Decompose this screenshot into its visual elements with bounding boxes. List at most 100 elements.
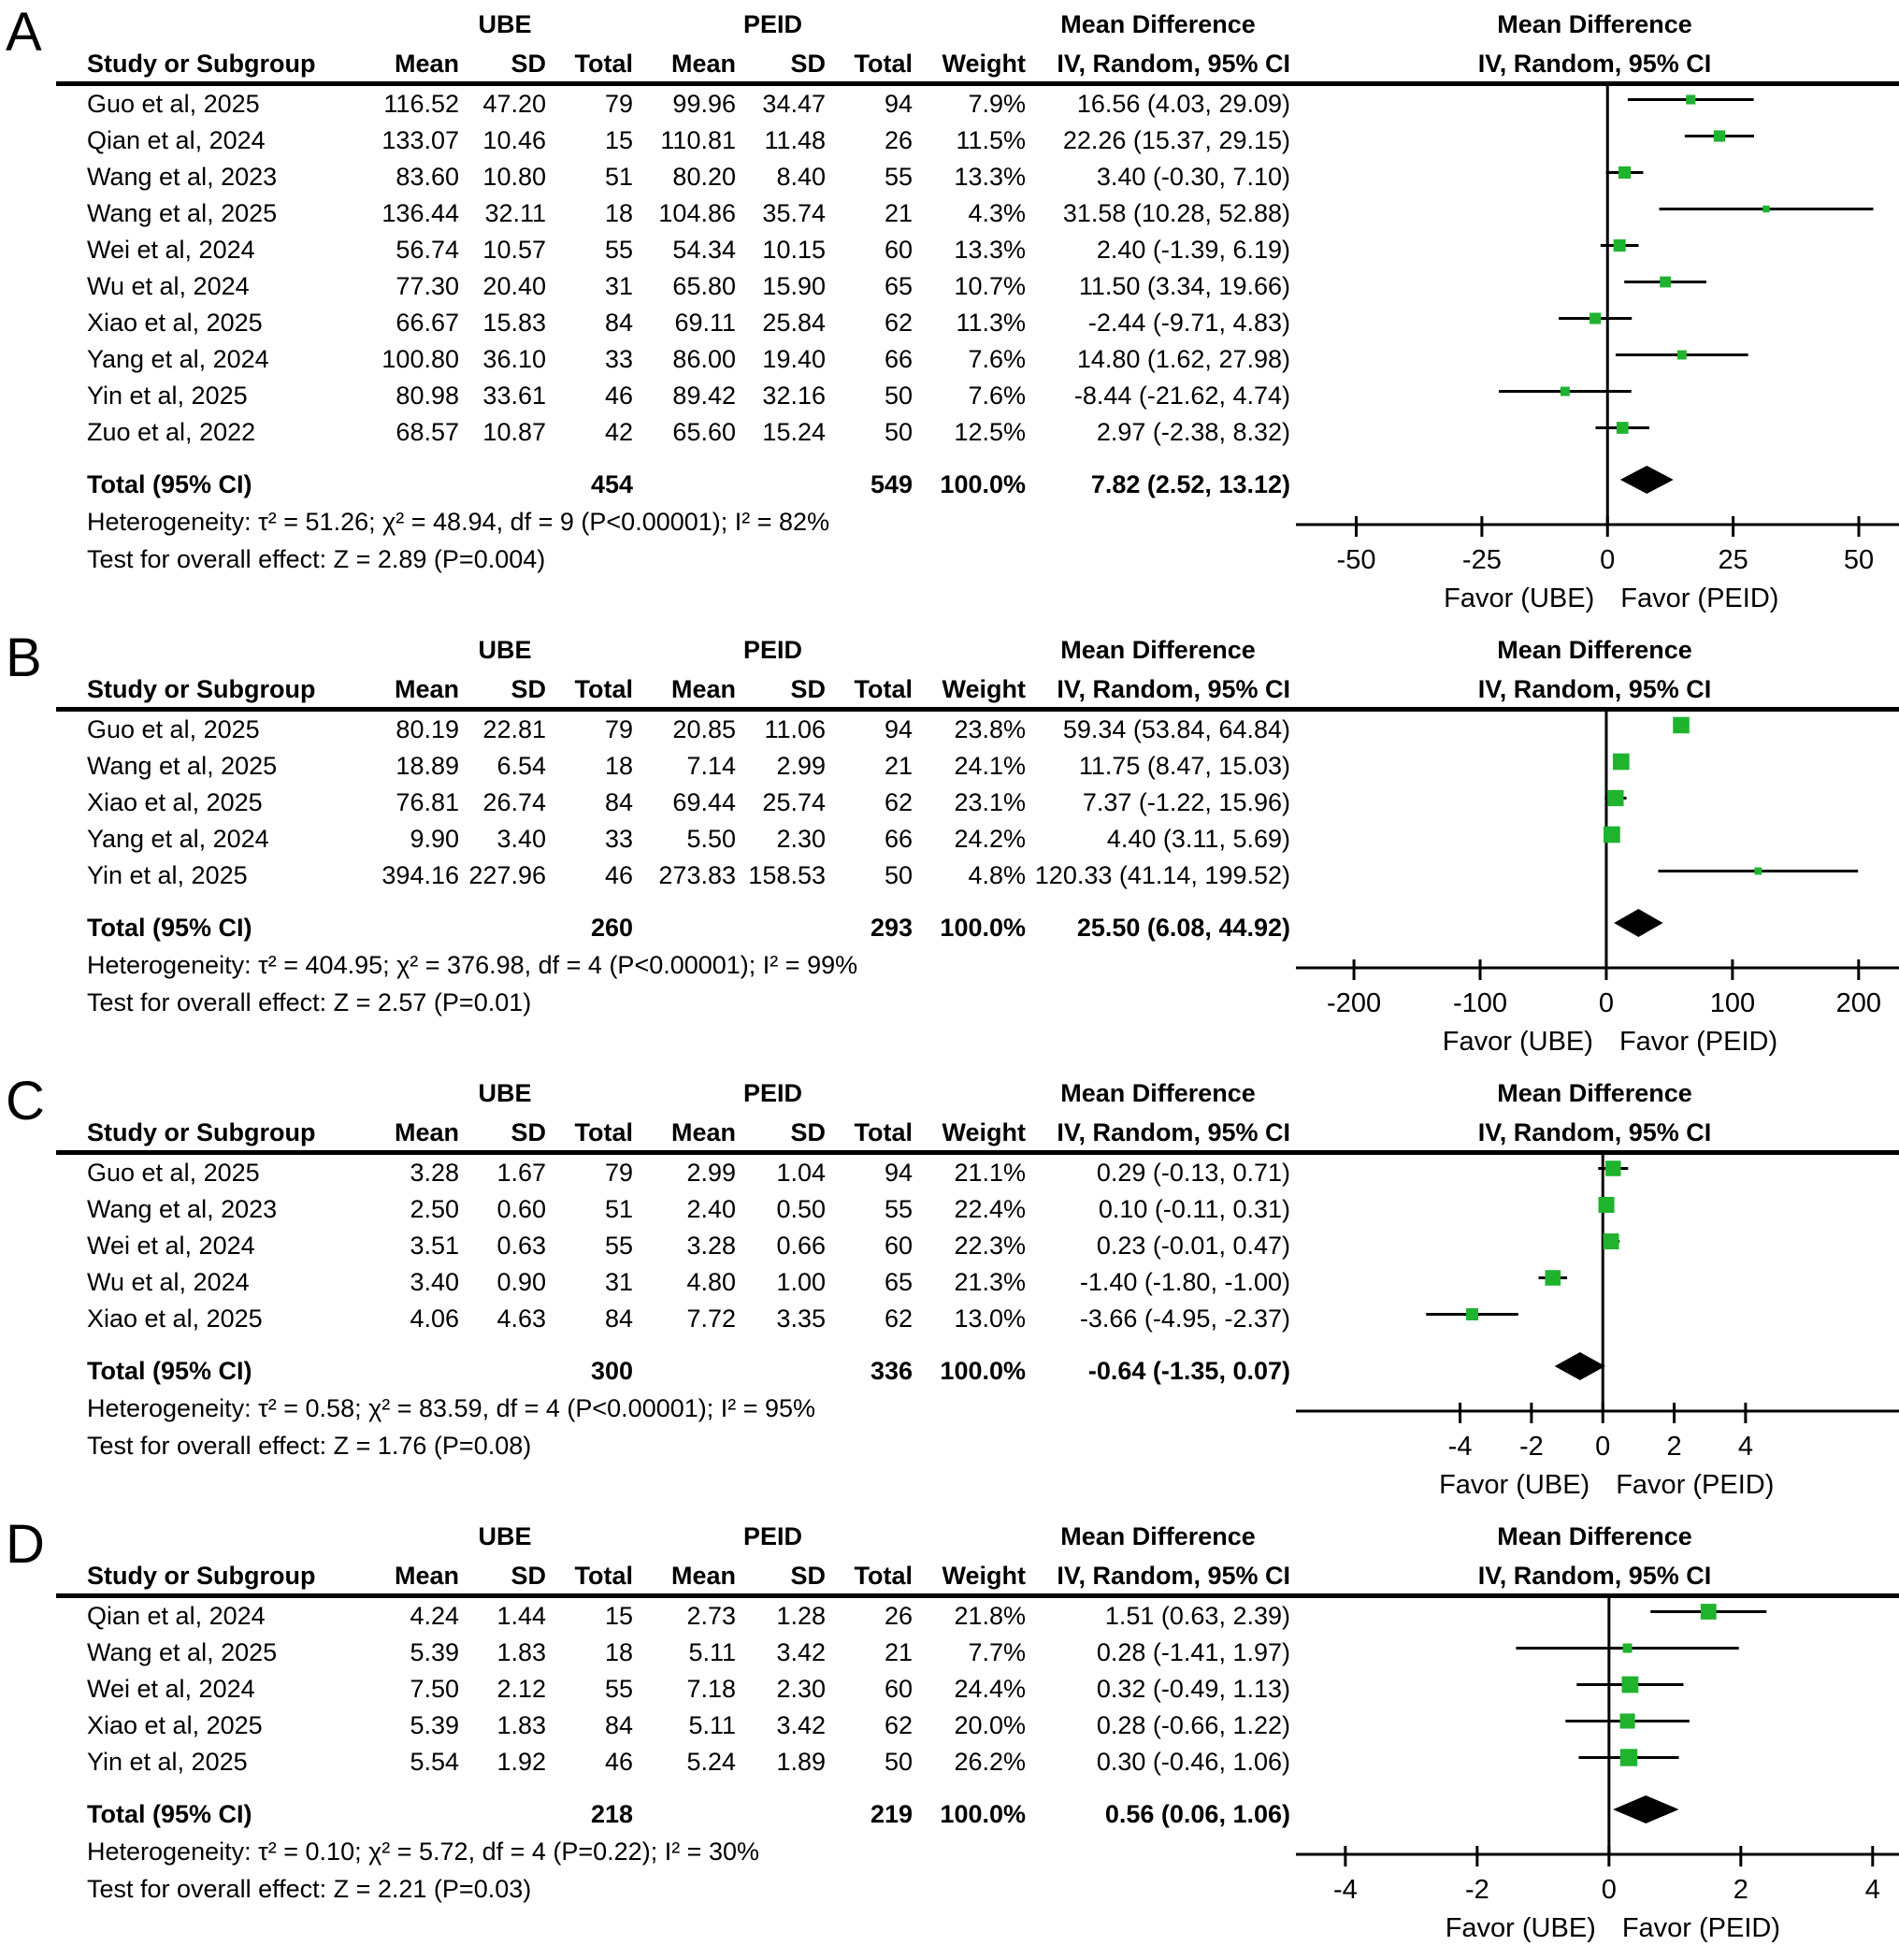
axis-area-pad <box>0 578 1899 630</box>
study-row: Wang et al, 2025 18.89 6.54 18 7.14 2.99… <box>0 748 1899 785</box>
peid-mean: 2.40 <box>686 1195 736 1224</box>
ube-sd: 10.80 <box>482 163 546 192</box>
ube-total: 31 <box>604 272 633 301</box>
study-row: Yin et al, 2025 394.16 227.96 46 273.83 … <box>0 858 1899 894</box>
total-ube-n: 300 <box>590 1356 633 1385</box>
total-row: Total (95% CI) 300 336 100.0% -0.64 (-1.… <box>0 1352 1899 1390</box>
peid-mean: 5.11 <box>688 1638 736 1667</box>
peid-sd: 15.90 <box>762 272 826 301</box>
ube-total: 18 <box>604 199 633 228</box>
panel-label: D <box>6 1514 45 1575</box>
ube-mean: 3.51 <box>410 1232 459 1261</box>
ube-total-header: Total <box>574 674 634 703</box>
study-row: Yin et al, 2025 5.54 1.92 46 5.24 1.89 5… <box>0 1744 1899 1780</box>
ube-sd: 227.96 <box>468 861 546 890</box>
peid-sd: 2.30 <box>776 825 826 854</box>
study-rows: Guo et al, 2025 116.52 47.20 79 99.96 34… <box>0 86 1899 451</box>
total-ube-n: 454 <box>590 469 633 498</box>
ube-sd: 0.90 <box>496 1268 546 1297</box>
peid-sd: 11.06 <box>764 715 826 744</box>
peid-mean: 54.34 <box>672 236 736 265</box>
total-weight: 100.0% <box>940 1799 1026 1828</box>
peid-total: 21 <box>884 199 913 228</box>
study-weight: 22.4% <box>954 1195 1026 1224</box>
ube-mean: 9.90 <box>410 825 459 854</box>
study-effect-text: 0.29 (-0.13, 0.71) <box>1096 1159 1290 1188</box>
panel-label: B <box>6 627 42 688</box>
study-column-header: Study or Subgroup <box>87 1117 316 1146</box>
study-row: Wei et al, 2024 7.50 2.12 55 7.18 2.30 6… <box>0 1671 1899 1708</box>
total-peid-n: 219 <box>870 1799 913 1828</box>
study-name: Wei et al, 2024 <box>87 1232 255 1261</box>
study-row: Wang et al, 2023 83.60 10.80 51 80.20 8.… <box>0 159 1899 195</box>
study-weight: 24.1% <box>954 752 1026 781</box>
group1-header: UBE <box>478 1521 532 1550</box>
effect-header: Mean Difference <box>1060 1078 1256 1107</box>
peid-sd-header: SD <box>790 674 826 703</box>
effect-header: Mean Difference <box>1060 635 1256 664</box>
study-weight: 11.3% <box>956 309 1026 338</box>
ube-sd-header: SD <box>511 49 546 78</box>
weight-header: Weight <box>942 674 1027 703</box>
study-row: Yang et al, 2024 100.80 36.10 33 86.00 1… <box>0 341 1899 378</box>
ube-total: 84 <box>604 1304 633 1333</box>
ube-mean: 5.39 <box>410 1711 459 1740</box>
peid-mean: 273.83 <box>658 861 736 890</box>
peid-sd: 2.99 <box>776 752 826 781</box>
study-weight: 13.0% <box>954 1304 1026 1333</box>
ube-sd: 1.83 <box>496 1638 546 1667</box>
ube-mean: 77.30 <box>396 272 459 301</box>
peid-mean: 104.86 <box>658 199 736 228</box>
peid-total: 60 <box>884 1675 913 1704</box>
total-peid-n: 549 <box>870 469 913 498</box>
ube-total: 51 <box>604 1195 633 1224</box>
study-weight: 11.5% <box>956 126 1026 155</box>
ube-sd: 0.63 <box>496 1232 546 1261</box>
ube-sd: 1.83 <box>496 1711 546 1740</box>
ube-mean: 116.52 <box>383 90 459 119</box>
study-row: Zuo et al, 2022 68.57 10.87 42 65.60 15.… <box>0 414 1899 451</box>
method-header: IV, Random, 95% CI <box>1057 1117 1290 1146</box>
peid-sd-header: SD <box>790 1561 826 1590</box>
peid-mean: 4.80 <box>686 1268 736 1297</box>
study-column-header: Study or Subgroup <box>87 1561 316 1590</box>
plot-effect-header: Mean Difference <box>1497 1078 1692 1107</box>
ube-total: 33 <box>604 825 633 854</box>
ube-total: 18 <box>604 752 633 781</box>
peid-total: 50 <box>884 1748 913 1777</box>
ube-total: 51 <box>604 163 633 192</box>
study-row: Xiao et al, 2025 4.06 4.63 84 7.72 3.35 … <box>0 1301 1899 1337</box>
ube-total: 79 <box>604 1159 633 1188</box>
peid-mean: 5.11 <box>688 1711 736 1740</box>
ube-sd: 15.83 <box>482 309 546 338</box>
study-weight: 21.1% <box>954 1159 1026 1188</box>
total-label: Total (95% CI) <box>87 1799 252 1828</box>
peid-mean: 20.85 <box>672 715 736 744</box>
plot-effect-header: Mean Difference <box>1497 635 1692 664</box>
ube-total: 31 <box>604 1268 633 1297</box>
plot-effect-header: Mean Difference <box>1497 1521 1692 1550</box>
peid-total: 50 <box>884 861 913 890</box>
peid-total: 60 <box>884 1232 913 1261</box>
ube-sd: 1.44 <box>496 1602 546 1631</box>
ube-sd: 20.40 <box>482 272 546 301</box>
study-row: Wei et al, 2024 56.74 10.57 55 54.34 10.… <box>0 232 1899 268</box>
study-row: Wang et al, 2025 136.44 32.11 18 104.86 … <box>0 195 1899 232</box>
panel-label: A <box>6 2 42 63</box>
study-effect-text: 7.37 (-1.22, 15.96) <box>1082 788 1290 817</box>
peid-total: 66 <box>884 825 913 854</box>
study-weight: 23.1% <box>954 788 1026 817</box>
ube-total: 18 <box>604 1638 633 1667</box>
plot-method-header: IV, Random, 95% CI <box>1477 1561 1712 1590</box>
ube-mean: 80.19 <box>396 715 459 744</box>
ube-mean: 4.24 <box>410 1602 459 1631</box>
ube-total: 84 <box>604 1711 633 1740</box>
study-weight: 7.6% <box>968 345 1026 374</box>
peid-total: 94 <box>884 1159 913 1188</box>
peid-sd: 34.47 <box>762 90 826 119</box>
study-name: Qian et al, 2024 <box>87 126 266 155</box>
group2-header: PEID <box>742 1521 803 1550</box>
header-rule <box>56 1593 1899 1598</box>
total-row: Total (95% CI) 218 219 100.0% 0.56 (0.06… <box>0 1795 1899 1833</box>
ube-total: 55 <box>604 1675 633 1704</box>
